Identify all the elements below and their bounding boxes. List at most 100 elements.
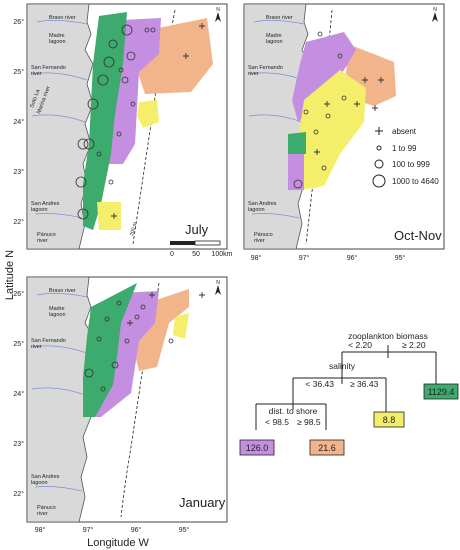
svg-text:25°: 25° [13, 340, 24, 348]
station-markers [84, 300, 174, 392]
map-panel-octnov: Bravo river Madre lagoon San Fernando ri… [243, 3, 445, 250]
zone-green [83, 12, 127, 230]
label-sanandres: San Andres [31, 201, 60, 207]
tree-node-salinity: salinity [329, 361, 356, 371]
svg-text:26°: 26° [13, 18, 24, 26]
zone-green [83, 283, 137, 417]
legend-absent-icon [375, 127, 383, 135]
label-madre: Madre [49, 306, 65, 312]
tree-leaf-1129: 1129.4 [428, 387, 455, 397]
zone-purple [87, 291, 159, 417]
legend-medium-circle-icon [374, 159, 384, 169]
svg-text:97°: 97° [83, 526, 94, 534]
absent-markers [127, 292, 205, 326]
absent-markers [314, 77, 384, 155]
absent-markers [111, 23, 205, 219]
label-sanfernando-2: river [31, 344, 42, 350]
label-bravo: Bravo river [49, 15, 76, 21]
svg-text:95°: 95° [179, 526, 190, 534]
label-madre: Madre [266, 33, 282, 39]
label-sanandres-2: lagoon [248, 207, 265, 213]
label-sanandres-2: lagoon [31, 207, 48, 213]
legend-absent: absent [392, 127, 417, 136]
north-arrow-icon: N [432, 7, 438, 22]
label-panuco-2: river [37, 238, 48, 244]
label-sanfernando-2: river [248, 71, 259, 77]
tree-node-distance: dist. to shore [269, 406, 318, 416]
regression-tree [255, 345, 437, 430]
legend-large-circle-icon [372, 174, 386, 188]
label-bravo: Bravo river [49, 288, 76, 294]
lat-ticks: 26° 25° 24° 23° 22° 26° 25° 24° 23° 22° [13, 18, 24, 498]
tree-leaf-21: 21.6 [318, 443, 336, 453]
zone-yellow [296, 70, 366, 190]
north-arrow-icon: N [215, 280, 221, 295]
legend-1000-4640: 1000 to 4640 [392, 177, 439, 186]
label-sanandres: San Andres [248, 201, 277, 207]
svg-text:26°: 26° [13, 290, 24, 298]
label-sanfernando: San Fernando [248, 65, 283, 71]
panel-title-july: July [185, 222, 209, 237]
zone-purple-2 [288, 154, 304, 190]
label-panuco: Pánuco [254, 232, 273, 238]
legend-small-circle-icon [376, 145, 382, 151]
label-sanandres: San Andres [31, 474, 60, 480]
legend-100-999: 100 to 999 [392, 160, 430, 169]
svg-text:N: N [433, 7, 437, 13]
scale-tick-0: 0 [170, 251, 174, 258]
tree-leaf-purple [239, 439, 275, 456]
label-madre-2: lagoon [49, 312, 66, 318]
label-panuco: Pánuco [37, 232, 56, 238]
label-sanfernando: San Fernando [31, 338, 66, 344]
tree-distance-left: < 98.5 [265, 417, 289, 427]
tree-leaf-orange [309, 439, 345, 456]
scale-tick-50: 50 [192, 251, 200, 258]
svg-text:25°: 25° [13, 68, 24, 76]
tree-distance-right: ≥ 98.5 [297, 417, 321, 427]
isobath-label: 200 m [129, 222, 138, 237]
svg-text:22°: 22° [13, 218, 24, 226]
svg-text:98°: 98° [251, 254, 262, 262]
svg-text:96°: 96° [131, 526, 142, 534]
svg-text:24°: 24° [13, 118, 24, 126]
tree-root-left: < 2.20 [348, 340, 372, 350]
y-axis-label: Latitude N [4, 250, 16, 300]
svg-text:95°: 95° [395, 254, 406, 262]
zone-yellow [137, 100, 159, 128]
lon-ticks: 98° 97° 96° 95° 98° 97° 96° 95° [35, 254, 406, 534]
station-markers [75, 24, 156, 220]
tree-node-zooplankton: zooplankton biomass [348, 331, 428, 341]
zone-yellow [173, 313, 189, 339]
label-madre-2: lagoon [49, 39, 66, 45]
svg-text:97°: 97° [299, 254, 310, 262]
scale-bar [170, 240, 221, 246]
label-madre: Madre [49, 33, 65, 39]
svg-text:23°: 23° [13, 440, 24, 448]
tree-leaf-green [423, 383, 459, 400]
svg-text:N: N [216, 280, 220, 286]
panel-title-octnov: Oct-Nov [394, 228, 442, 243]
tree-root-right: ≥ 2.20 [402, 340, 426, 350]
panel-title-january: January [179, 495, 226, 510]
label-panuco-2: river [37, 511, 48, 517]
svg-text:96°: 96° [347, 254, 358, 262]
legend: absent 1 to 99 100 to 999 1000 to 4640 [372, 127, 439, 188]
map-panel-january: Bravo river Madre lagoon San Fernando ri… [26, 276, 228, 523]
label-sanfernando: San Fernando [31, 65, 66, 71]
zone-green [288, 132, 306, 154]
svg-text:23°: 23° [13, 168, 24, 176]
x-axis-label: Longitude W [87, 537, 149, 549]
map-panel-july: 200 m Bravo river Madre lagoon San [26, 3, 228, 250]
legend-1-99: 1 to 99 [392, 144, 417, 153]
north-arrow-icon: N [215, 7, 221, 22]
label-bravo: Bravo river [266, 15, 293, 21]
tree-leaf-126: 126.0 [246, 443, 269, 453]
tree-salinity-left: < 36.43 [305, 379, 334, 389]
tree-leaf-8: 8.8 [383, 415, 396, 425]
zone-yellow-2 [97, 202, 121, 230]
label-madre-2: lagoon [266, 39, 283, 45]
svg-text:98°: 98° [35, 526, 46, 534]
scale-tick-100: 100km [211, 251, 232, 258]
